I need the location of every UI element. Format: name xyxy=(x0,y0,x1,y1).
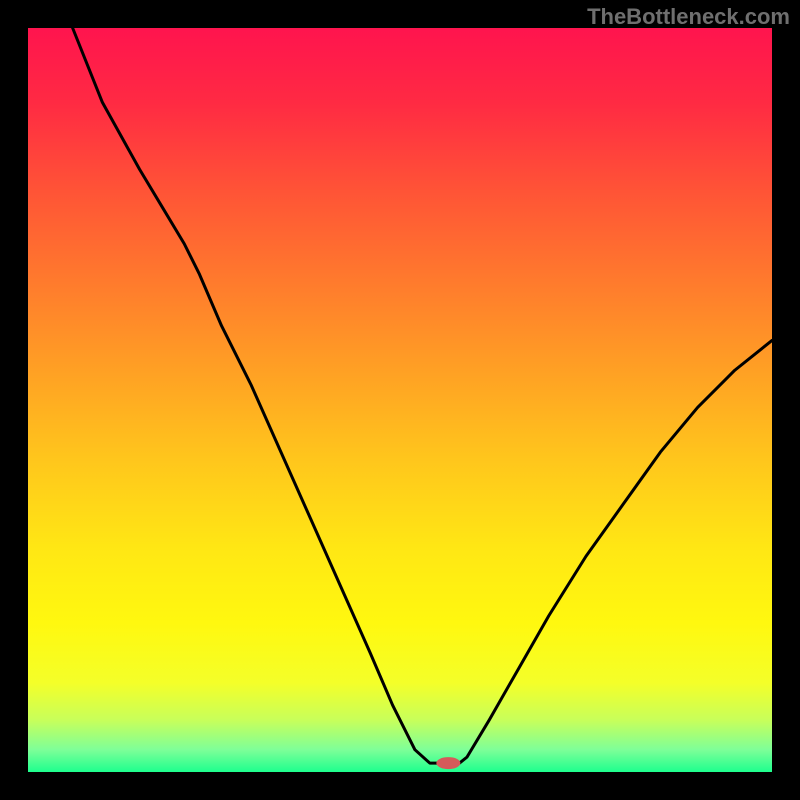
plot-area xyxy=(28,28,772,772)
chart-container: TheBottleneck.com xyxy=(0,0,800,800)
minimum-marker xyxy=(436,757,460,769)
bottleneck-chart xyxy=(0,0,800,800)
